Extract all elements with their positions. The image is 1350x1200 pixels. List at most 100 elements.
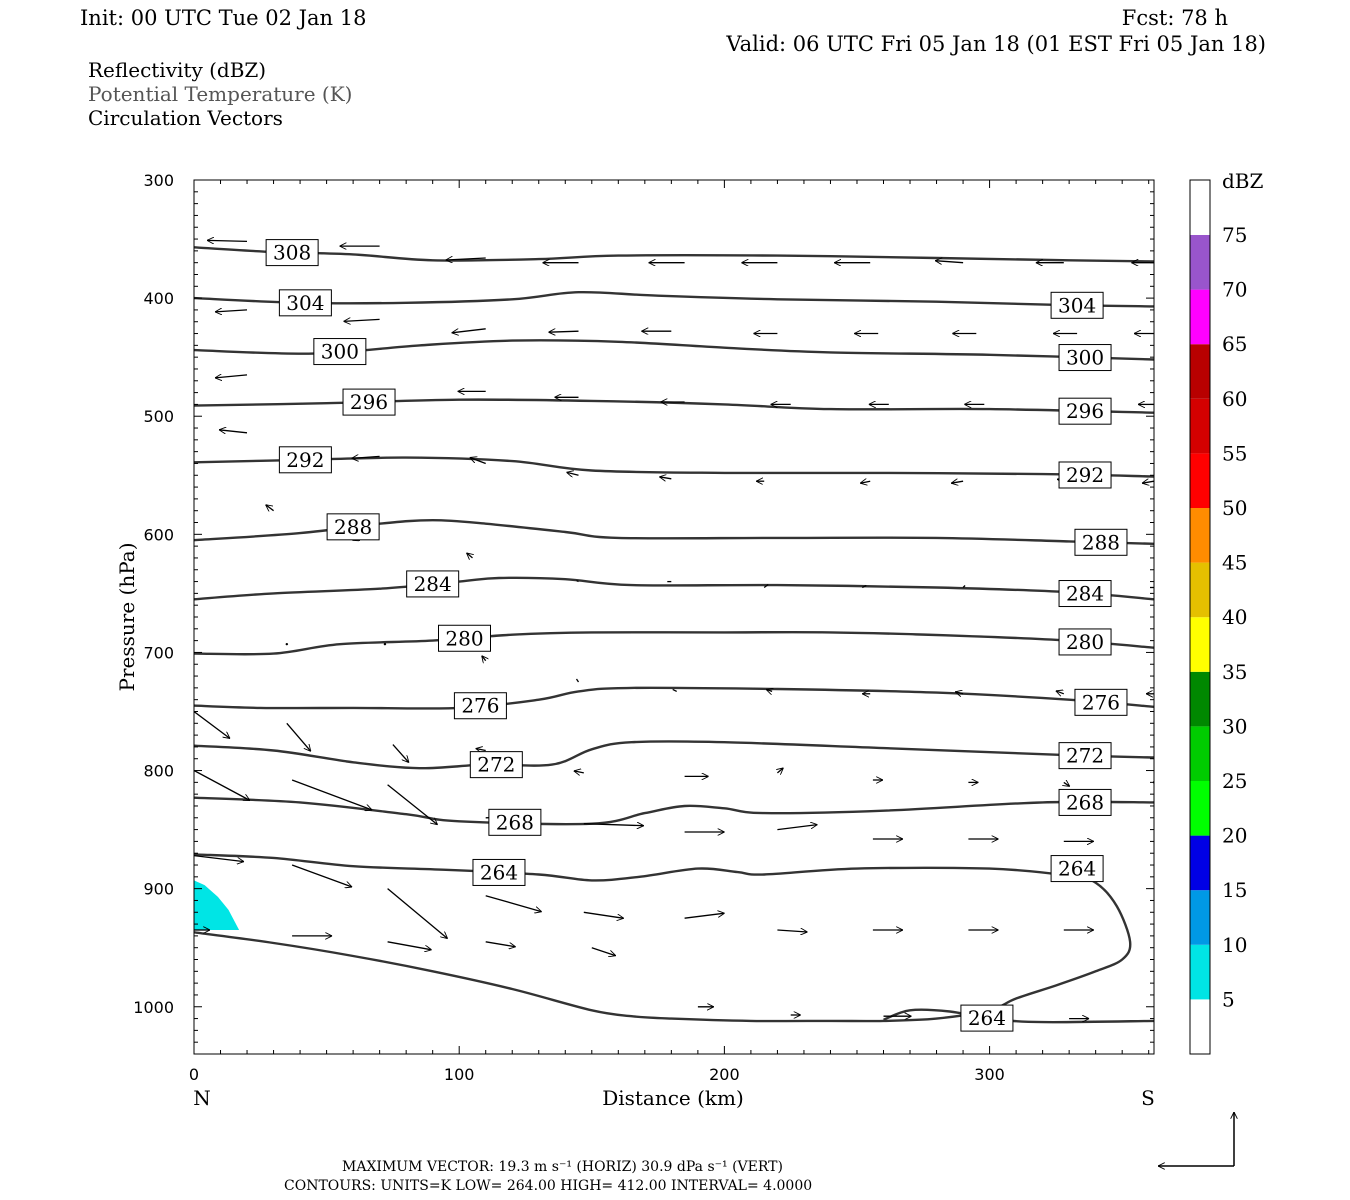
colorbar-label-5: 5 [1222,987,1235,1011]
x-tick-label: 200 [709,1065,740,1084]
colorbar-label-35: 35 [1222,660,1247,684]
colorbar-swatch-20 [1190,781,1210,836]
vector-54 [672,688,677,692]
colorbar-label-15: 15 [1222,878,1247,902]
contour-label-box [1050,855,1104,883]
vector-12 [452,328,486,333]
vector-2 [446,258,486,260]
axis-ticks: 300 400 500 600 700 800 900 1000 0 100 200 300 [133,171,1154,1084]
contour-label-text: 292 [286,448,324,472]
contour-label-right-276: 276 [1074,688,1128,716]
contour-label-box [437,624,491,652]
contour-label-box [1058,788,1112,816]
colorbar-label-20: 20 [1222,824,1247,848]
contour-label-right-272: 272 [1058,742,1112,770]
vector-77 [777,825,817,831]
vector-62 [392,744,409,763]
reference-vector-key [1158,1112,1234,1166]
vector-97 [591,947,616,956]
contour-label-box [406,570,460,598]
contour-label-right-288: 288 [1074,528,1128,556]
contour-label-288: 288 [326,513,380,541]
vector-53 [575,678,580,683]
contour-label-box [1074,528,1128,556]
vector-51 [383,642,387,646]
colorbar-swatch-45 [1190,508,1210,563]
contour-label-right-280: 280 [1058,628,1112,656]
y-tick-label: 1000 [133,998,174,1017]
x-tick-label: 0 [189,1065,199,1084]
legend-theta: Potential Temperature (K) [88,82,352,106]
contour-label-280: 280 [437,624,491,652]
vector-43 [576,580,579,583]
vector-37 [951,481,964,483]
theta-contour-276 [194,686,1154,710]
contour-label-text: 264 [480,860,518,884]
contour-label-text: 268 [1066,790,1104,814]
colorbar-swatch-35 [1190,617,1210,672]
vector-31 [352,456,380,458]
contour-label-text: 292 [1066,463,1104,487]
contour-label-text: 296 [350,390,388,414]
contour-label-text: 264 [1058,857,1096,881]
theta-contour-268 [194,796,1154,826]
contour-label-box [278,289,332,317]
contour-label-272: 272 [469,751,523,779]
x-end-label-north: N [193,1086,211,1110]
contour-label-text: 268 [496,810,534,834]
contour-label-box [1058,742,1112,770]
contour-label-right-284: 284 [1058,580,1112,608]
vector-11 [344,319,380,321]
vector-71 [194,769,250,802]
contour-label-box [313,338,367,366]
contour-label-text: 272 [477,753,515,777]
contour-label-box [960,1004,1014,1032]
colorbar-swatch-5 [1190,944,1210,1000]
contour-label-right-296: 296 [1058,397,1112,425]
vector-30 [219,430,248,433]
vector-33 [567,472,579,475]
init-time: Init: 00 UTC Tue 02 Jan 18 [80,6,366,30]
vector-20 [215,375,248,378]
y-axis-label: Pressure (hPa) [115,543,139,692]
max-vector-info: MAXIMUM VECTOR: 19.3 m s⁻¹ (HORIZ) 30.9 … [342,1159,783,1175]
contour-label-right-304: 304 [1050,291,1104,319]
vector-39 [1142,481,1154,483]
vector-82 [194,854,244,862]
vector-50 [285,642,289,646]
vector-72 [291,779,372,810]
vector-96 [485,941,516,947]
contour-label-box [342,388,396,416]
colorbar-swatch-50 [1190,453,1210,508]
vector-47 [962,585,966,588]
forecast-hour: Fcst: 78 h [1122,6,1228,30]
contour-label-text: 300 [1066,346,1104,370]
contour-label-text: 308 [273,241,311,265]
vector-13 [549,331,579,332]
contour-label-text: 276 [1082,690,1120,714]
y-tick-label: 800 [143,762,174,781]
contour-label-304: 304 [278,289,332,317]
vector-88 [777,930,807,932]
vector-42 [467,553,473,558]
colorbar-label-30: 30 [1222,714,1247,738]
y-tick-label: 900 [143,880,174,899]
colorbar-outline [1189,179,1211,1055]
x-tick-label: 100 [444,1065,475,1084]
colorbar-swatch-55 [1190,398,1210,454]
colorbar-label-45: 45 [1222,551,1247,575]
vector-36 [860,481,871,483]
contour-label-box [265,239,319,267]
theta-contour-292 [194,456,1154,478]
vector-85 [485,895,542,912]
colorbar-label-55: 55 [1222,441,1247,465]
contour-label-box [1058,397,1112,425]
vector-40 [266,505,274,511]
contour-label-300: 300 [313,338,367,366]
contour-label-box [1058,461,1112,489]
contour-label-right-268: 268 [1058,788,1112,816]
contour-label-268: 268 [488,808,542,836]
colorbar-swatch-30 [1190,671,1210,727]
vector-52 [482,656,486,661]
